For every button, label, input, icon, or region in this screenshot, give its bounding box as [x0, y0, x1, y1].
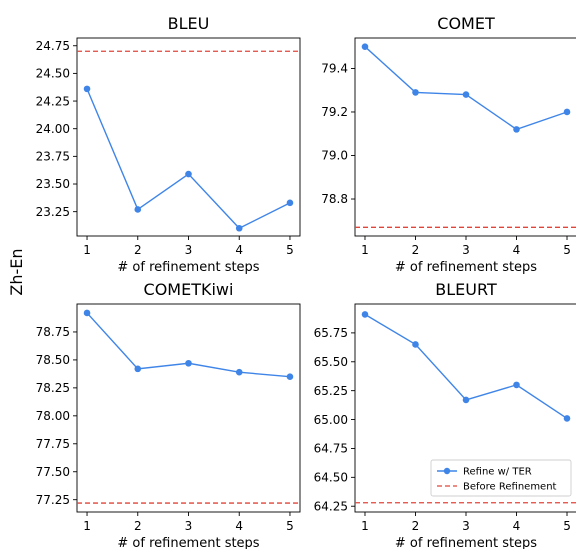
x-tick-label: 4: [235, 519, 243, 533]
y-tick-label: 78.8: [321, 192, 348, 206]
data-point: [235, 224, 243, 232]
data-point: [134, 365, 142, 373]
y-tick-label: 24.50: [36, 67, 70, 81]
data-point: [235, 368, 243, 376]
x-tick-label: 1: [83, 243, 91, 257]
chart-title: COMET: [437, 14, 495, 33]
data-point: [185, 359, 192, 367]
chart-title: BLEURT: [435, 280, 497, 299]
x-tick-label: 1: [83, 519, 91, 533]
x-tick-label: 5: [563, 243, 571, 257]
series-line: [86, 88, 291, 230]
chart-title: COMETKiwi: [144, 280, 234, 299]
legend-entry-refine: Refine w/ TER: [463, 467, 532, 478]
data-point: [412, 341, 419, 348]
legend-box: [430, 459, 572, 497]
series-line: [86, 312, 291, 378]
data-point: [563, 108, 571, 116]
y-tick-label: 79.2: [321, 105, 348, 119]
legend-series-marker: [443, 467, 451, 475]
y-tick-label: 65.00: [314, 413, 348, 427]
y-tick-label: 78.50: [36, 353, 70, 367]
y-tick-label: 24.00: [36, 122, 70, 136]
x-axis-label: # of refinement steps: [395, 536, 537, 549]
panel-bleurt: [351, 303, 576, 516]
y-tick-label: 64.75: [314, 442, 348, 456]
data-point: [286, 199, 294, 207]
data-point: [185, 170, 192, 178]
x-tick-label: 5: [286, 519, 294, 533]
x-axis-label: # of refinement steps: [117, 536, 259, 549]
legend: [430, 459, 572, 497]
x-tick-label: 3: [185, 243, 193, 257]
y-tick-label: 78.25: [36, 381, 70, 395]
y-tick-label: 78.75: [36, 325, 70, 339]
x-tick-label: 3: [462, 519, 470, 533]
x-tick-label: 3: [185, 519, 193, 533]
plot-frame: [76, 37, 301, 237]
data-point: [361, 43, 369, 51]
data-point: [286, 373, 294, 380]
data-point: [361, 311, 369, 318]
x-axis-label: # of refinement steps: [117, 260, 259, 275]
chart-title: BLEU: [168, 14, 210, 33]
y-tick-label: 65.75: [314, 326, 348, 340]
panel-comet: [351, 37, 576, 240]
data-point: [462, 91, 470, 98]
y-tick-label: 65.25: [314, 384, 348, 398]
data-point: [513, 381, 520, 389]
x-tick-label: 4: [235, 243, 243, 257]
y-tick-label: 65.50: [314, 355, 348, 369]
x-tick-label: 4: [513, 243, 521, 257]
x-tick-label: 5: [286, 243, 294, 257]
data-point: [83, 309, 91, 317]
y-tick-label: 64.25: [314, 499, 348, 513]
x-tick-label: 2: [412, 519, 420, 533]
series-line: [364, 46, 568, 131]
x-tick-label: 1: [361, 519, 369, 533]
y-tick-label: 24.75: [36, 39, 70, 53]
x-tick-label: 1: [361, 243, 369, 257]
legend-entry-baseline: Before Refinement: [463, 482, 557, 493]
y-tick-label: 24.25: [36, 94, 70, 108]
data-point: [462, 396, 470, 404]
x-tick-label: 2: [134, 519, 142, 533]
y-tick-label: 79.4: [321, 62, 348, 76]
data-point: [563, 415, 571, 422]
y-tick-label: 23.25: [36, 205, 70, 219]
y-tick-label: 79.0: [321, 149, 348, 163]
panel-cometkiwi: [73, 303, 301, 516]
panel-bleu: [73, 37, 301, 240]
y-tick-label: 23.75: [36, 150, 70, 164]
x-tick-label: 2: [134, 243, 142, 257]
x-tick-label: 2: [412, 243, 420, 257]
x-tick-label: 3: [462, 243, 470, 257]
data-point: [412, 89, 419, 96]
data-point: [513, 126, 520, 133]
plot-frame: [76, 303, 301, 513]
y-tick-label: 77.25: [36, 493, 70, 507]
data-point: [83, 85, 91, 93]
y-tick-label: 77.75: [36, 437, 70, 451]
y-tick-label: 78.00: [36, 409, 70, 423]
y-tick-label: 23.50: [36, 177, 70, 191]
row-label: Zh-En: [7, 248, 26, 295]
x-tick-label: 4: [513, 519, 521, 533]
data-point: [134, 206, 142, 213]
x-axis-label: # of refinement steps: [395, 260, 537, 275]
x-tick-label: 5: [563, 519, 571, 533]
y-tick-label: 77.50: [36, 465, 70, 479]
y-tick-label: 64.50: [314, 471, 348, 485]
